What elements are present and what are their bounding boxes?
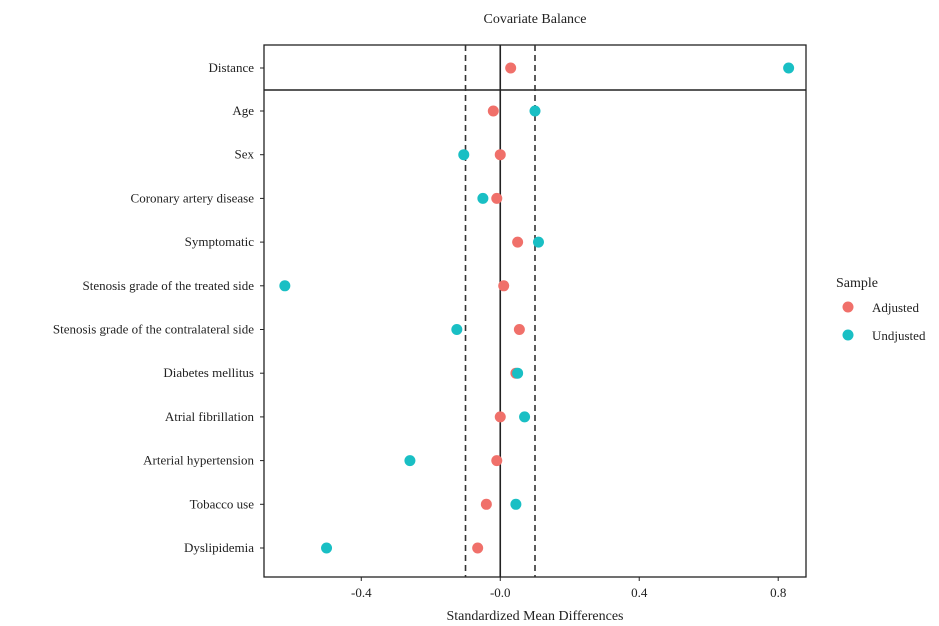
legend-label-adjusted: Adjusted	[872, 300, 919, 315]
data-point-adjusted	[514, 324, 525, 335]
x-tick-label: -0.4	[351, 585, 372, 600]
y-tick-label: Symptomatic	[185, 234, 255, 249]
data-point-undjusted	[451, 324, 462, 335]
plot-area: Distance Age Sex Coronary artery disease Sym…	[53, 45, 806, 600]
data-point-adjusted	[488, 106, 499, 117]
y-tick-label: Tobacco use	[190, 496, 255, 511]
data-point-adjusted	[472, 543, 483, 554]
data-point-undjusted	[530, 106, 541, 117]
y-tick-label: Atrial fibrillation	[165, 409, 255, 424]
legend-label-undjusted: Undjusted	[872, 328, 926, 343]
y-tick-label: Coronary artery disease	[131, 190, 255, 205]
data-point-adjusted	[512, 237, 523, 248]
data-point-adjusted	[491, 193, 502, 204]
y-tick-label: Sex	[235, 147, 255, 162]
y-tick-label: Arterial hypertension	[143, 453, 254, 468]
y-tick-label: Stenosis grade of the treated side	[83, 278, 255, 293]
legend-title: Sample	[836, 276, 878, 291]
data-point-adjusted	[498, 280, 509, 291]
data-point-undjusted	[404, 455, 415, 466]
data-point-undjusted	[512, 368, 523, 379]
legend-swatch-adjusted	[843, 302, 854, 313]
y-tick-label: Dyslipidemia	[184, 540, 254, 555]
data-point-undjusted	[321, 543, 332, 554]
data-point-adjusted	[495, 149, 506, 160]
y-tick-label: Diabetes mellitus	[163, 365, 254, 380]
data-point-undjusted	[783, 63, 794, 74]
legend: Adjusted Undjusted	[843, 300, 926, 343]
data-point-undjusted	[458, 149, 469, 160]
data-point-undjusted	[519, 411, 530, 422]
legend-swatch-undjusted	[843, 330, 854, 341]
y-tick-label: Stenosis grade of the contralateral side	[53, 322, 254, 337]
data-point-undjusted	[510, 499, 521, 510]
x-axis-label: Standardized Mean Differences	[447, 609, 624, 624]
data-point-adjusted	[481, 499, 492, 510]
x-tick-label: 0.8	[770, 585, 786, 600]
x-tick-label: 0.4	[631, 585, 648, 600]
data-point-adjusted	[491, 455, 502, 466]
data-point-adjusted	[495, 411, 506, 422]
data-point-undjusted	[533, 237, 544, 248]
data-point-undjusted	[279, 280, 290, 291]
data-point-undjusted	[477, 193, 488, 204]
data-point-adjusted	[505, 63, 516, 74]
y-tick-label: Distance	[209, 60, 255, 75]
x-tick-label: -0.0	[490, 585, 511, 600]
chart-title: Covariate Balance	[483, 12, 586, 27]
y-tick-label: Age	[232, 103, 254, 118]
